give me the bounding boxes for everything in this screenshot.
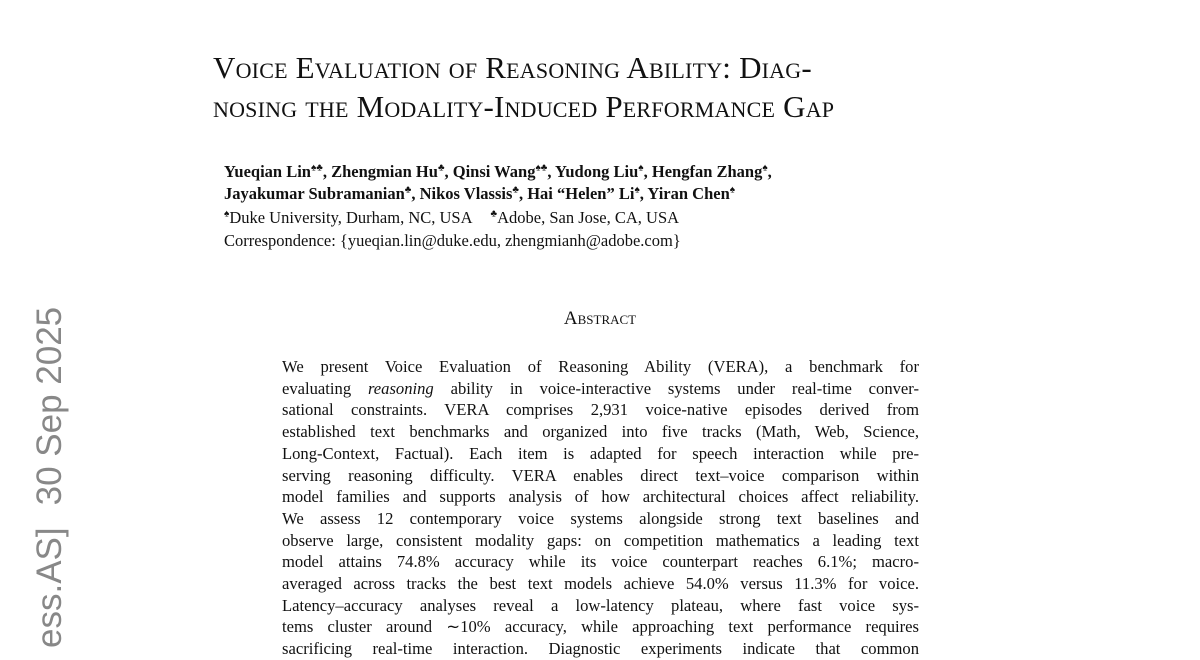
abstract-line: evaluating reasoning ability in voice-in… bbox=[282, 379, 919, 400]
text-run: observe large, consistent modality gaps:… bbox=[282, 530, 919, 550]
abstract-line: sacrificing real-time interaction. Diagn… bbox=[282, 639, 919, 660]
separator: , bbox=[444, 162, 449, 181]
text-run: We present Voice Evaluation of Reasoning… bbox=[282, 357, 919, 376]
author-marks: ♠♣ bbox=[310, 162, 323, 174]
text-run: model attains 74.8% accuracy while its v… bbox=[282, 552, 919, 572]
sidebar-part: 30 Sep 2025 bbox=[30, 306, 69, 506]
abstract-line: averaged across tracks the best text mod… bbox=[282, 574, 919, 595]
separator: , bbox=[547, 162, 552, 181]
text-run: model families and supports analysis of … bbox=[282, 487, 919, 507]
separator: , bbox=[767, 162, 772, 181]
author-marks: ♣ bbox=[437, 162, 445, 174]
title-line: nosing the Modality-Induced Performance … bbox=[213, 89, 835, 124]
sidebar-part: ess.AS] bbox=[30, 527, 69, 648]
abstract-line: We present Voice Evaluation of Reasoning… bbox=[282, 357, 919, 378]
author-marks: ♠♣ bbox=[535, 162, 548, 174]
text-run: Latency–accuracy analyses reveal a low-l… bbox=[282, 595, 919, 615]
author-name: Yiran Chen bbox=[647, 184, 730, 203]
separator: , bbox=[411, 184, 416, 203]
separator: , bbox=[639, 184, 644, 203]
author-name: Yueqian Lin bbox=[224, 162, 311, 181]
text-run: sational constraints. VERA comprises 2,9… bbox=[282, 400, 919, 420]
author-name: Hai “Helen” Li bbox=[527, 184, 635, 203]
affil-text: Duke University, Durham, NC, USA bbox=[229, 208, 473, 227]
text-run: sacrificing real-time interaction. Diagn… bbox=[282, 639, 919, 659]
author-marks: ♠ bbox=[762, 162, 768, 174]
author-name: Nikos Vlassis bbox=[419, 184, 513, 203]
text-run: serving reasoning difficulty. VERA enabl… bbox=[282, 465, 919, 485]
text-run: Long-Context, Factual). Each item is ada… bbox=[282, 443, 919, 463]
affiliations: ♠Duke University, Durham, NC, USA ♣Adobe,… bbox=[224, 208, 679, 228]
separator: , bbox=[518, 184, 524, 203]
affil-text: Adobe, San Jose, CA, USA bbox=[497, 208, 680, 227]
author-marks: ♠ bbox=[729, 184, 736, 196]
text-run: tems cluster around ∼10% accuracy, while… bbox=[282, 617, 919, 637]
author-line: Yueqian Lin♠♣, Zhengmian Hu♣, Qinsi Wang… bbox=[224, 162, 772, 182]
author-name: Zhengmian Hu bbox=[331, 162, 438, 181]
abstract-line: serving reasoning difficulty. VERA enabl… bbox=[282, 466, 919, 487]
abstract-line: model families and supports analysis of … bbox=[282, 487, 919, 508]
abstract-line: observe large, consistent modality gaps:… bbox=[282, 531, 919, 552]
affil-mark: ♠ bbox=[224, 208, 230, 220]
author-marks: ♣ bbox=[404, 184, 412, 196]
text-run: reasoning bbox=[367, 378, 434, 398]
abstract-line: Latency–accuracy analyses reveal a low-l… bbox=[282, 596, 919, 617]
author-line: Jayakumar Subramanian♣, Nikos Vlassis♣, … bbox=[224, 184, 735, 204]
author-marks: ♣ bbox=[512, 184, 519, 196]
affil-mark: ♣ bbox=[490, 208, 498, 220]
abstract-line: model attains 74.8% accuracy while its v… bbox=[282, 552, 919, 573]
text-run: averaged across tracks the best text mod… bbox=[282, 574, 919, 593]
text-run: We assess 12 contemporary voice systems … bbox=[282, 508, 919, 528]
author-marks: ♠ bbox=[638, 162, 644, 174]
abstract-line: sational constraints. VERA comprises 2,9… bbox=[282, 400, 919, 421]
text-run: evaluating bbox=[282, 378, 368, 398]
author-name: Jayakumar Subramanian bbox=[224, 184, 405, 203]
abstract-heading: Abstract bbox=[563, 308, 637, 329]
author-name: Qinsi Wang bbox=[452, 162, 536, 181]
arxiv-sidebar: ess.AS] 30 Sep 2025 bbox=[30, 307, 70, 648]
correspondence: Correspondence: {yueqian.lin@duke.edu, z… bbox=[224, 231, 681, 250]
text-run: established text benchmarks and organize… bbox=[282, 422, 919, 442]
author-marks: ♠ bbox=[634, 184, 640, 196]
title-line: Voice Evaluation of Reasoning Ability: D… bbox=[213, 50, 812, 85]
abstract-line: Long-Context, Factual). Each item is ada… bbox=[282, 444, 919, 465]
abstract-line: tems cluster around ∼10% accuracy, while… bbox=[282, 617, 919, 638]
separator: , bbox=[643, 162, 648, 181]
text-run: ability in voice-interactive systems und… bbox=[433, 378, 919, 398]
author-name: Hengfan Zhang bbox=[651, 162, 763, 181]
abstract-line: established text benchmarks and organize… bbox=[282, 422, 919, 443]
separator: , bbox=[322, 162, 327, 181]
author-name: Yudong Liu bbox=[554, 162, 639, 181]
abstract-line: We assess 12 contemporary voice systems … bbox=[282, 509, 919, 530]
